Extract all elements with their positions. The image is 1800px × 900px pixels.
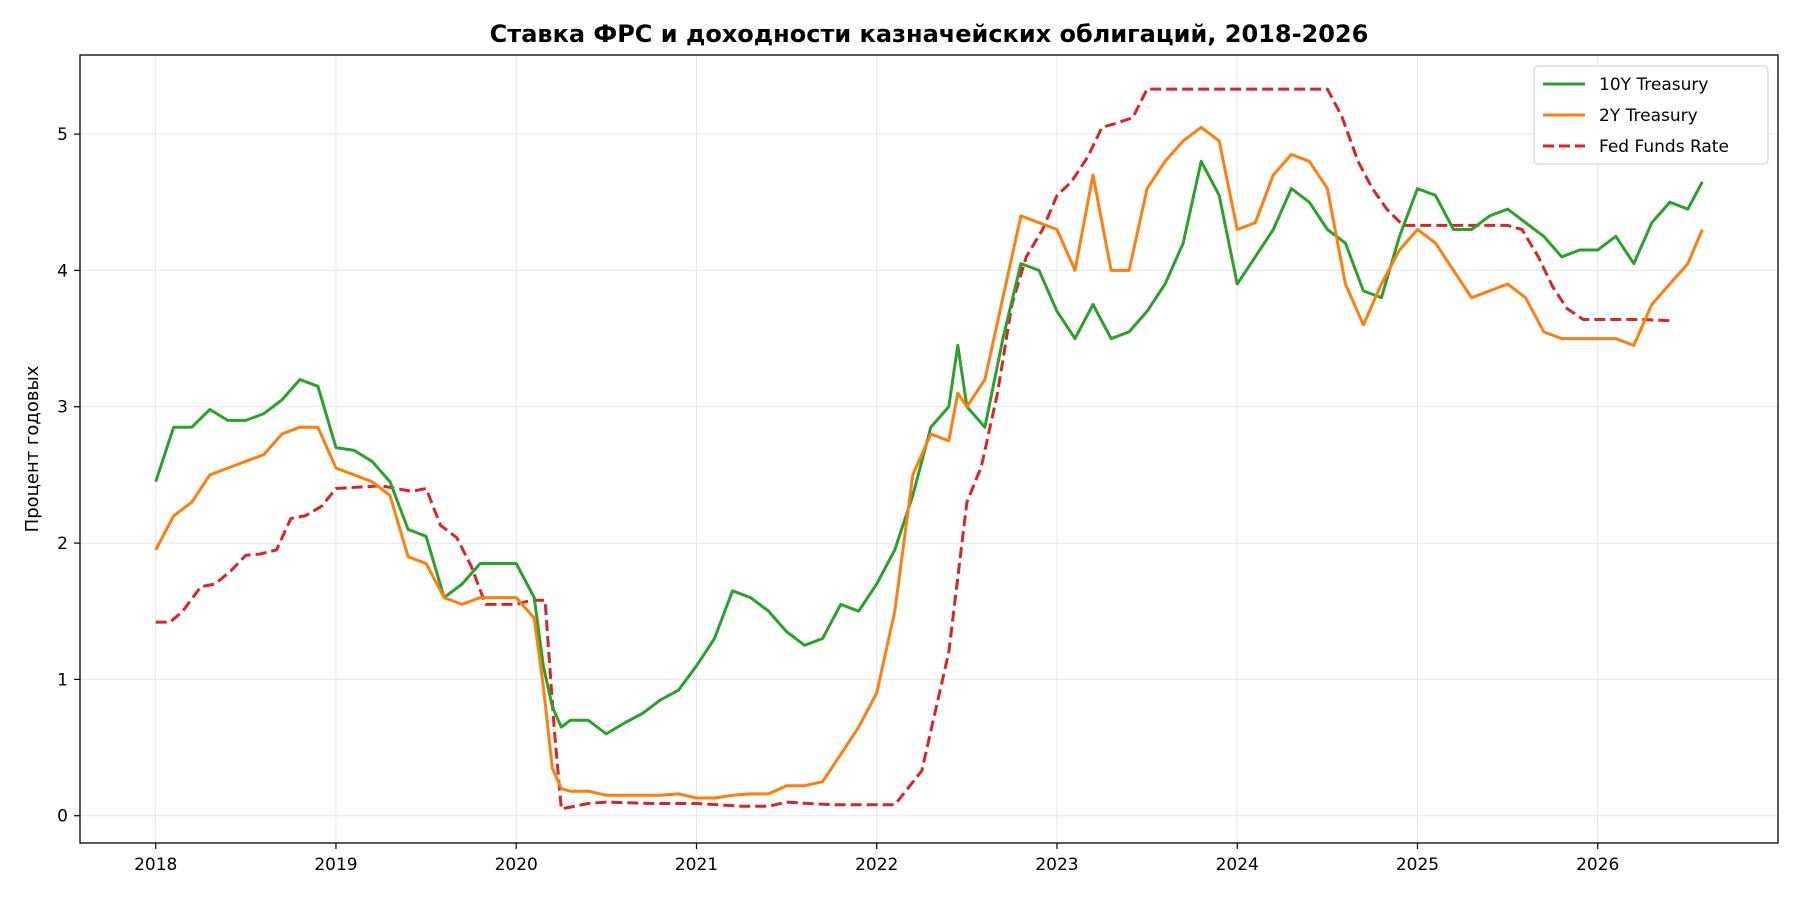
y-tick-label: 4 — [57, 261, 68, 281]
series-layer — [154, 87, 1704, 811]
legend-label: 10Y Treasury — [1599, 75, 1708, 95]
y-tick-label: 2 — [57, 534, 68, 554]
legend-box — [1533, 65, 1769, 165]
x-tick-label: 2020 — [495, 855, 538, 875]
x-tick-label: 2025 — [1396, 855, 1439, 875]
x-axis: 2018 2019 2020 2021 2022 2023 2024 2025 2026 — [134, 843, 1619, 875]
x-tick-label: 2021 — [675, 855, 718, 875]
y-tick-label: 0 — [57, 807, 68, 827]
x-tick-label: 2018 — [134, 855, 177, 875]
y-tick-label: 1 — [57, 670, 68, 690]
x-tick-label: 2022 — [855, 855, 898, 875]
legend-label: Fed Funds Rate — [1599, 137, 1729, 157]
chart-title: Ставка ФРС и доходности казначейских обл… — [490, 20, 1369, 48]
x-tick-label: 2023 — [1035, 855, 1078, 875]
legend: 10Y Treasury 2Y Treasury Fed Funds Rate — [1533, 65, 1769, 165]
x-tick-label: 2026 — [1576, 855, 1619, 875]
series-line-2y-treasury — [154, 125, 1704, 800]
y-tick-label: 5 — [57, 125, 68, 145]
x-tick-label: 2019 — [314, 855, 357, 875]
plot-frame — [79, 54, 1779, 844]
legend-label: 2Y Treasury — [1599, 106, 1698, 126]
series-line-10y-treasury — [154, 159, 1704, 736]
y-axis: 0 1 2 3 4 5 — [57, 125, 80, 827]
y-axis-label: Процент годовых — [22, 365, 43, 532]
y-tick-label: 3 — [57, 398, 68, 418]
x-tick-label: 2024 — [1216, 855, 1259, 875]
series-line-fed-funds-rate — [155, 87, 1674, 811]
grid-lines — [80, 55, 1778, 843]
